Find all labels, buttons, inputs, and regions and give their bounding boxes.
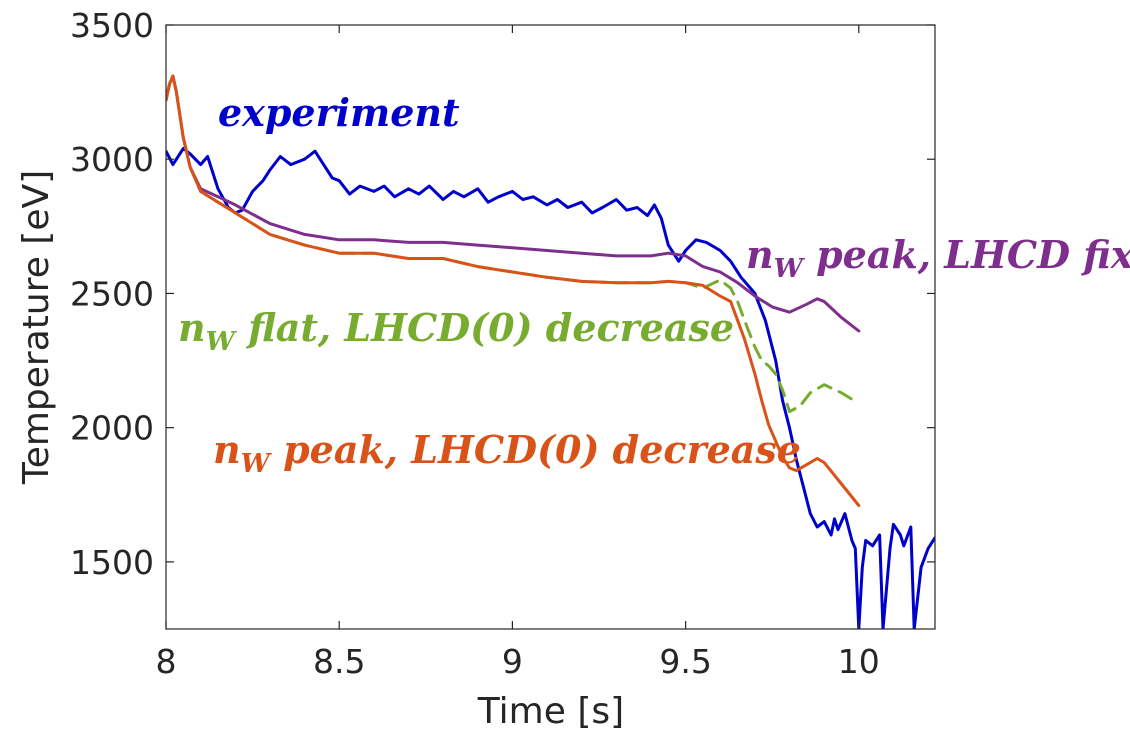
axes-layer xyxy=(165,24,936,630)
x-tick-label: 8 xyxy=(156,642,177,681)
y-axis-title: Temperature [eV] xyxy=(16,170,57,485)
x-tick-label: 9.5 xyxy=(659,642,711,681)
x-tick-label: 8.5 xyxy=(313,642,365,681)
axes-box xyxy=(165,24,936,630)
y-tick-label: 1500 xyxy=(70,543,154,582)
y-tick-label: 2500 xyxy=(70,274,154,313)
y-tick-label: 2000 xyxy=(70,409,154,448)
annotation-experiment: experiment xyxy=(218,90,460,135)
x-axis-title: Time [s] xyxy=(477,691,624,730)
x-tick-label: 9 xyxy=(502,642,523,681)
ticks-layer: 8 8.5 9 9.5 10 1500 2000 2500 3000 3500 xyxy=(70,6,935,681)
plot-area xyxy=(166,25,935,629)
annotation-nw-flat-lhcd0-decrease: nW flat, LHCD(0) decrease xyxy=(178,305,734,357)
series-layer xyxy=(166,74,935,629)
series-line-0 xyxy=(166,147,935,629)
y-tick-label: 3500 xyxy=(70,6,154,45)
series-line-3 xyxy=(166,74,861,507)
x-tick-label: 10 xyxy=(838,642,880,681)
annotation-nw-peak-lhcd-fix: nW peak, LHCD fix xyxy=(746,232,1130,284)
annotation-nw-peak-lhcd0-decrease: nW peak, LHCD(0) decrease xyxy=(213,427,801,479)
y-tick-label: 3000 xyxy=(70,140,154,179)
